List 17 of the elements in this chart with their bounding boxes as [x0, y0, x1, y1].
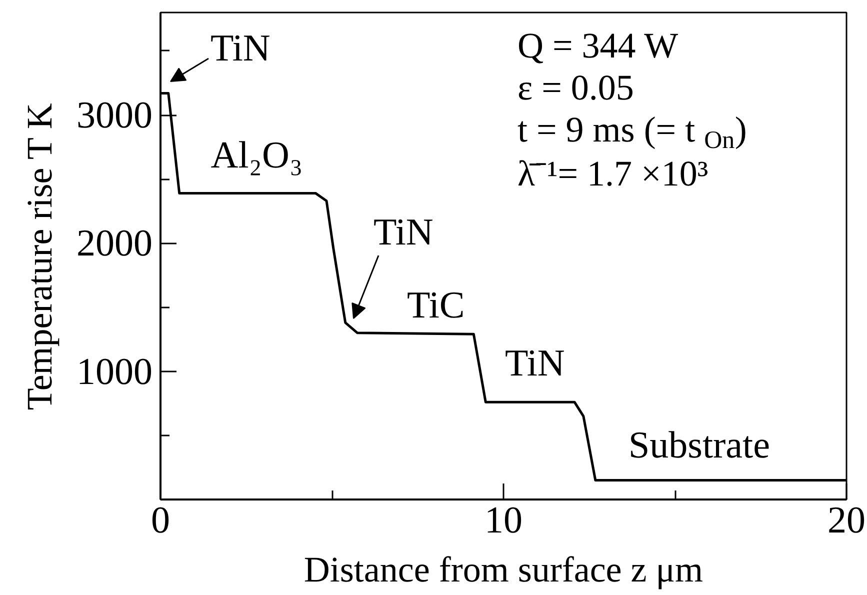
- annotation: Al₂O₃: [210, 134, 303, 176]
- annotation: Substrate: [628, 424, 770, 466]
- y-tick-label: 3000: [76, 94, 152, 137]
- annotation: Q = 344 W: [518, 26, 678, 66]
- annotation: TiN: [374, 212, 434, 254]
- annotation: TiN: [505, 342, 565, 384]
- annotation: TiN: [210, 28, 270, 70]
- annotation: TiC: [407, 284, 465, 326]
- annotation: λ̄⁻¹= 1.7 ×10³: [518, 154, 708, 194]
- y-axis-title: Temperature rise T K: [20, 103, 60, 410]
- y-tick-label: 2000: [76, 222, 152, 265]
- x-tick-label: 20: [828, 500, 866, 542]
- x-tick-label: 10: [484, 500, 522, 542]
- x-axis-title: Distance from surface z μm: [304, 550, 704, 590]
- y-tick-label: 1000: [76, 350, 152, 393]
- annotation: ε = 0.05: [518, 68, 634, 108]
- x-tick-label: 0: [151, 500, 170, 542]
